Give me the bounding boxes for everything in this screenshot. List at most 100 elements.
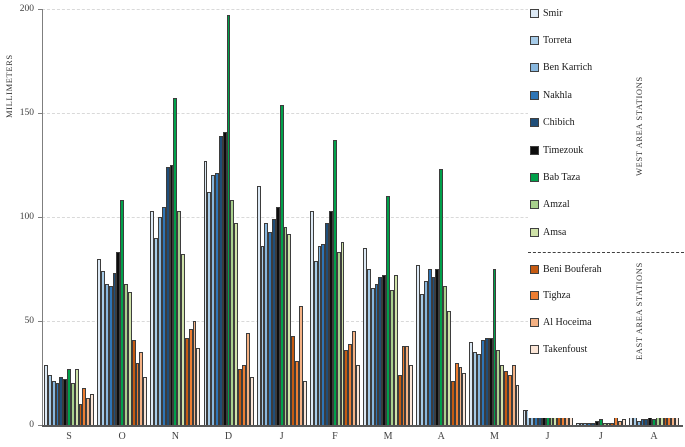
bar-smir (309, 210, 314, 425)
legend-group-label-east: EAST AREA STATIONS (634, 262, 644, 360)
bar-tighza (454, 362, 459, 425)
bar-takenfoust (621, 418, 626, 425)
bar-tighza (241, 364, 246, 425)
y-tick-label: 200 (19, 4, 34, 14)
bar-takenfoust (90, 393, 94, 425)
legend-group-label-west: WEST AREA STATIONS (634, 76, 644, 176)
bar-timezouk (63, 379, 68, 425)
y-axis-tick (38, 113, 42, 114)
bar-amzal (230, 200, 235, 425)
y-axis-tick (38, 9, 42, 10)
x-tick-label: O (118, 431, 126, 442)
bar-chibich (378, 277, 383, 425)
y-tick-label: 0 (29, 420, 34, 430)
bar-timezouk (435, 269, 440, 425)
bar-ben-karrich (477, 354, 481, 425)
bar-timezouk (329, 210, 333, 425)
bar-timezouk (116, 252, 121, 425)
bar-timezouk (488, 337, 493, 425)
bar-timezouk (275, 206, 280, 425)
y-axis-title: MILLIMETERS (4, 54, 14, 118)
bar-amsa (234, 223, 239, 425)
bar-group-M-8 (469, 9, 520, 425)
legend-swatch (530, 8, 539, 18)
bar-al-hoceima (299, 306, 303, 425)
bar-ben-karrich (104, 283, 109, 425)
bar-beni-bouferah (238, 368, 242, 425)
y-axis-tick (38, 321, 42, 322)
bar-nakhla (374, 283, 379, 425)
bar-nakhla (268, 231, 273, 425)
legend-swatch (530, 63, 539, 73)
bar-group-D-3 (203, 9, 254, 425)
legend-swatch (530, 35, 539, 45)
bar-beni-bouferah (504, 370, 508, 425)
bar-torreta (101, 271, 105, 425)
bar-bab-taza (492, 269, 497, 425)
bar-chibich (218, 135, 223, 425)
bar-al-hoceima (458, 366, 463, 425)
x-tick-label: M (489, 431, 499, 442)
bar-ben-karrich (583, 422, 588, 425)
legend-swatch (530, 291, 539, 301)
bar-smir (469, 341, 474, 425)
bar-amzal (336, 252, 341, 425)
legend-swatch (530, 317, 539, 327)
bar-bab-taza (332, 140, 337, 425)
legend-label: Amsa (543, 226, 567, 238)
bar-torreta (473, 352, 478, 425)
bar-tighza (348, 343, 353, 425)
legend-label: Smir (543, 7, 563, 19)
bar-beni-bouferah (610, 422, 615, 425)
bar-nakhla (640, 418, 645, 425)
bar-bab-taza (226, 15, 231, 425)
bar-timezouk (382, 275, 387, 425)
gridline (42, 217, 683, 218)
bar-amsa (393, 275, 398, 425)
bar-al-hoceima (511, 364, 516, 425)
bar-amzal (389, 289, 394, 425)
bar-al-hoceima (192, 321, 197, 425)
legend-item-al-hoceima: Al Hoceima (530, 316, 592, 328)
bar-smir (97, 258, 102, 425)
bar-group-N-2 (150, 9, 201, 425)
bar-takenfoust (143, 377, 148, 425)
bar-amzal (496, 350, 501, 425)
bar-timezouk (222, 131, 227, 425)
legend-item-smir: Smir (530, 7, 562, 19)
bar-ben-karrich (211, 175, 216, 425)
bar-al-hoceima (139, 352, 144, 425)
bar-ben-karrich (636, 420, 641, 425)
bar-takenfoust (515, 385, 520, 425)
bar-beni-bouferah (78, 404, 83, 425)
bar-smir (203, 160, 208, 425)
bar-amsa (74, 368, 79, 425)
bar-amzal (443, 285, 447, 425)
bar-bab-taza (120, 200, 125, 425)
y-tick-label: 50 (24, 316, 35, 326)
bar-al-hoceima (405, 345, 410, 425)
bar-smir (363, 248, 367, 425)
bar-amzal (124, 283, 128, 425)
x-tick-label: N (171, 431, 179, 442)
y-axis-tick (38, 217, 42, 218)
bar-beni-bouferah (397, 375, 402, 425)
bar-amzal (283, 227, 288, 425)
bar-ben-karrich (158, 217, 162, 425)
legend-swatch (530, 227, 539, 237)
bar-nakhla (161, 206, 166, 425)
bar-group-M-6 (363, 9, 414, 425)
legend-label: Tighza (543, 290, 571, 302)
bar-timezouk (169, 165, 174, 425)
bar-smir (522, 410, 527, 425)
bar-torreta (420, 293, 424, 425)
bar-chibich (325, 223, 330, 425)
bar-amsa (447, 310, 451, 425)
bar-bab-taza (652, 418, 656, 425)
x-tick-label: J (598, 431, 603, 442)
bar-timezouk (595, 420, 599, 425)
bar-beni-bouferah (450, 381, 455, 425)
bar-takenfoust (462, 373, 467, 425)
bar-smir (575, 422, 580, 425)
